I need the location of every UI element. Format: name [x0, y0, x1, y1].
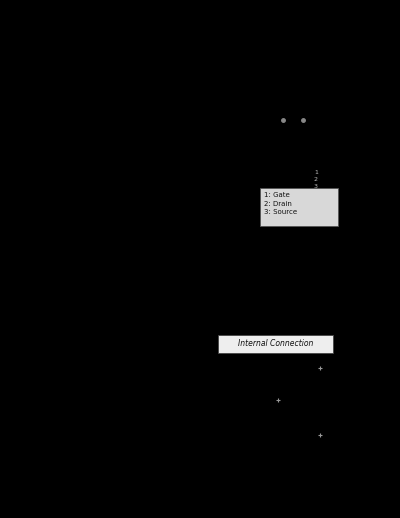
Text: Internal Connection: Internal Connection — [238, 339, 313, 349]
Text: 1: Gate
2: Drain
3: Source: 1: Gate 2: Drain 3: Source — [264, 192, 297, 215]
Text: 1
2
3: 1 2 3 — [314, 170, 318, 189]
Bar — [218, 335, 333, 353]
Bar — [260, 188, 338, 226]
